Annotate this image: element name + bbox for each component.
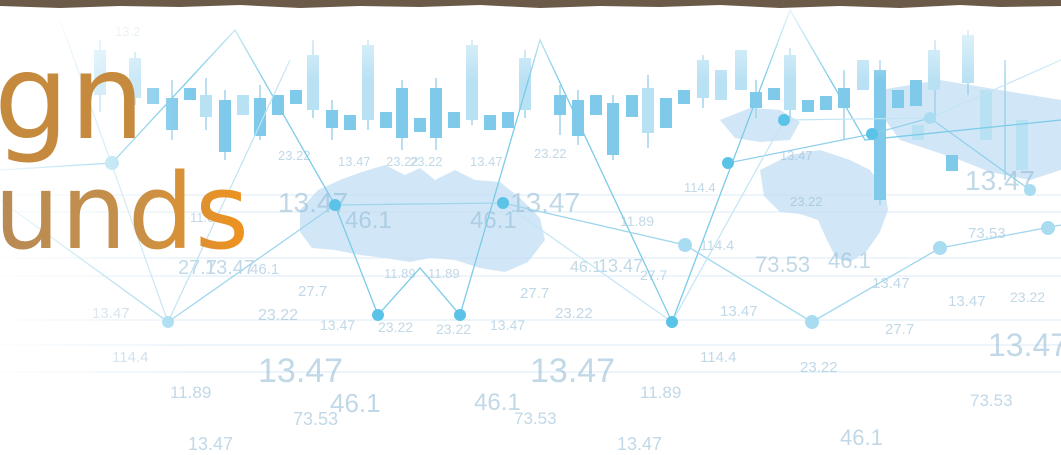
headline-line-1: gn	[0, 28, 146, 166]
top-border-stroke	[0, 0, 1061, 8]
headline-line-2: unds	[0, 160, 250, 264]
